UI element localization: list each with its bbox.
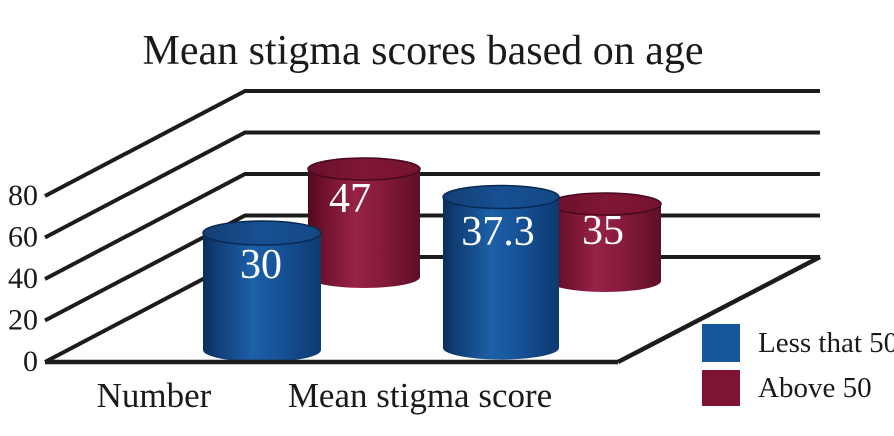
y-tick-label-60: 60: [8, 221, 38, 254]
floor-right-edge: [616, 255, 822, 364]
legend-label-above50: Above 50: [758, 372, 872, 404]
y-tick-label-40: 40: [8, 262, 38, 295]
bar-value-less50-number: 30: [240, 242, 282, 288]
y-tick-label-80: 80: [8, 179, 38, 212]
chart-title: Mean stigma scores based on age: [143, 28, 704, 74]
category-label-meanscore: Mean stigma score: [288, 376, 552, 415]
x-axis-labels: Number Mean stigma score: [97, 376, 553, 415]
floor-edges: [45, 255, 822, 365]
gridlines: [44, 89, 820, 364]
gridline-20: [44, 213, 820, 323]
gridline-40: [44, 172, 820, 281]
legend: Less that 50 Above 50: [702, 324, 894, 406]
bar-value-above50-meanscore: 35: [582, 208, 624, 254]
cylinder-body: [443, 197, 559, 360]
y-axis: 0 20 40 60 80: [8, 179, 38, 378]
cylinder-less50-number: 30: [202, 220, 322, 362]
cylinder-body: [308, 169, 420, 288]
cylinder-less50-meanscore: 37.3: [442, 184, 560, 360]
legend-label-less50: Less that 50: [758, 327, 894, 359]
bar-value-less50-meanscore: 37.3: [461, 209, 535, 255]
y-tick-label-0: 0: [23, 345, 38, 378]
cylinder-above50-number: 47: [307, 157, 421, 288]
legend-swatch-above50: [702, 370, 740, 406]
cylinder-top: [202, 220, 322, 246]
legend-swatch-less50: [702, 324, 740, 362]
bar-value-above50-number: 47: [329, 176, 371, 222]
cylinder-top: [442, 184, 560, 210]
cylinder-above50-meanscore: 35: [548, 192, 662, 292]
cylinder-top: [307, 157, 421, 181]
y-tick-label-20: 20: [8, 304, 38, 337]
gridline-80: [44, 89, 820, 198]
cylinder-body: [203, 233, 321, 362]
gridline-60: [44, 130, 820, 240]
cylinder-body: [549, 204, 661, 292]
category-label-number: Number: [97, 376, 212, 415]
